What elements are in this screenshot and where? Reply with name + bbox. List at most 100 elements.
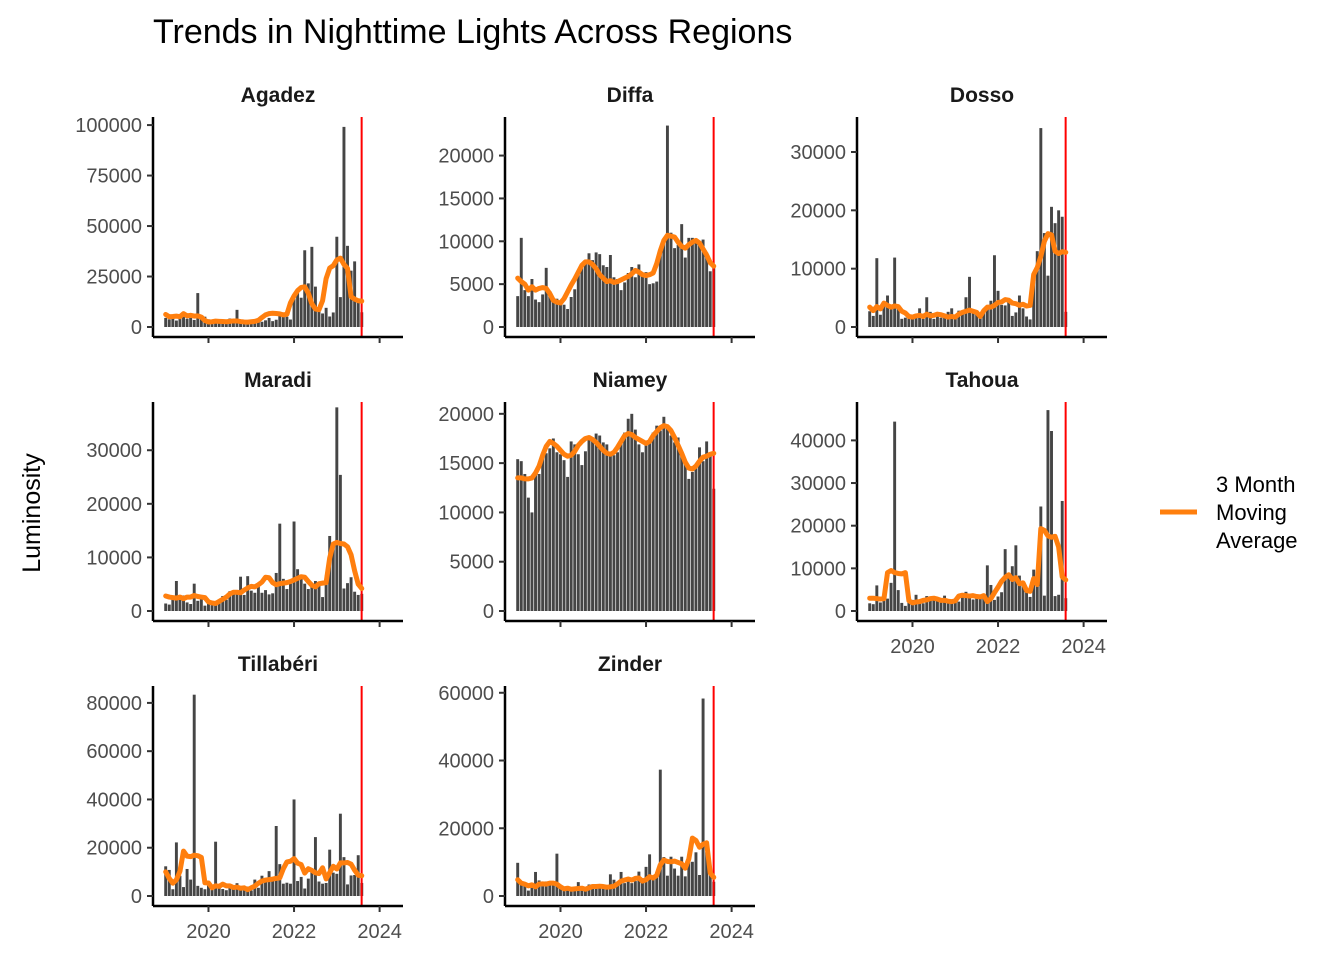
bar <box>939 317 943 327</box>
bar <box>548 291 552 327</box>
bar <box>264 879 267 896</box>
moving-average-line <box>867 231 1069 320</box>
bar <box>516 459 520 611</box>
y-tick-label: 5000 <box>450 274 495 296</box>
bar <box>708 456 712 611</box>
bar <box>971 599 975 611</box>
bar <box>644 442 648 611</box>
bar <box>594 433 598 611</box>
y-tick-label: 40000 <box>438 751 494 773</box>
bar <box>228 885 232 896</box>
bar <box>705 852 709 896</box>
bar <box>274 826 278 896</box>
bar <box>210 889 214 896</box>
bar <box>182 314 185 327</box>
bar <box>580 888 584 896</box>
bar <box>1057 594 1061 611</box>
bar <box>665 875 669 896</box>
panel-agadez: Agadez 0 25000 50000 75000 100000 <box>75 84 403 343</box>
bar <box>338 813 342 896</box>
bar <box>292 521 296 611</box>
bar <box>555 298 559 327</box>
bar <box>289 319 292 327</box>
bar <box>900 602 904 611</box>
bar <box>1021 582 1025 611</box>
bar <box>978 596 982 611</box>
bar <box>665 427 669 611</box>
bar <box>185 868 189 896</box>
bar <box>1000 304 1004 327</box>
bar <box>192 319 196 327</box>
bar <box>1053 223 1057 327</box>
bar <box>523 473 527 611</box>
bar <box>196 885 200 896</box>
bar <box>993 599 996 611</box>
bar <box>943 317 947 327</box>
bar <box>914 317 918 327</box>
bar <box>932 599 936 611</box>
bar <box>324 575 328 611</box>
bar <box>353 261 357 328</box>
y-tick-label: 20000 <box>790 516 846 538</box>
y-tick-label: 0 <box>835 601 846 623</box>
bar <box>658 769 662 896</box>
y-tick-label: 60000 <box>86 741 142 763</box>
bar <box>566 476 570 611</box>
y-tick-label: 15000 <box>438 188 494 210</box>
bar <box>174 320 178 327</box>
bar <box>324 307 328 327</box>
panel-title-zinder: Zinder <box>598 653 662 676</box>
bar <box>903 317 907 327</box>
bar <box>338 297 342 327</box>
bar <box>637 444 641 611</box>
x-tick-label: 2024 <box>709 921 754 943</box>
bar <box>932 318 936 327</box>
bars-niamey <box>516 413 716 611</box>
bar <box>680 224 684 327</box>
bar <box>651 877 655 896</box>
panel-title-maradi: Maradi <box>244 369 312 392</box>
bar <box>324 882 328 896</box>
bar <box>1042 233 1046 327</box>
bar <box>171 597 175 611</box>
bar <box>349 875 353 896</box>
bar <box>548 885 552 896</box>
bar <box>306 283 310 327</box>
bar <box>626 878 630 896</box>
panel-tahoua: Tahoua 0 10000 20000 30000 40000 2020 2022 2024 <box>790 369 1107 658</box>
bar <box>968 276 971 327</box>
bar <box>285 882 289 896</box>
y-tick-label: 50000 <box>86 216 142 238</box>
bar <box>235 309 239 327</box>
y-tick-label: 30000 <box>790 142 846 164</box>
bar <box>562 304 566 327</box>
bar <box>612 277 616 327</box>
x-tick-label: 2022 <box>272 921 317 943</box>
bar <box>1003 305 1007 327</box>
bar <box>925 596 929 611</box>
bar <box>217 887 221 896</box>
bar <box>526 890 530 896</box>
bar <box>328 316 332 327</box>
bar <box>896 306 900 327</box>
bar <box>242 594 246 611</box>
bar <box>960 593 964 611</box>
bar <box>698 447 701 611</box>
bar <box>601 886 605 896</box>
bar <box>918 600 922 611</box>
bar <box>996 290 1000 327</box>
bar <box>669 856 673 896</box>
bar <box>623 282 627 327</box>
bar <box>626 418 630 611</box>
bar <box>641 452 644 611</box>
moving-average-line <box>515 423 717 482</box>
panel-title-diffa: Diffa <box>607 84 654 107</box>
bar <box>569 441 573 611</box>
panel-title-agadez: Agadez <box>241 84 316 107</box>
bar <box>167 604 171 611</box>
bar <box>605 444 609 611</box>
bar <box>1025 592 1029 611</box>
moving-average-line <box>515 835 717 892</box>
y-tick-label: 25000 <box>86 267 142 289</box>
